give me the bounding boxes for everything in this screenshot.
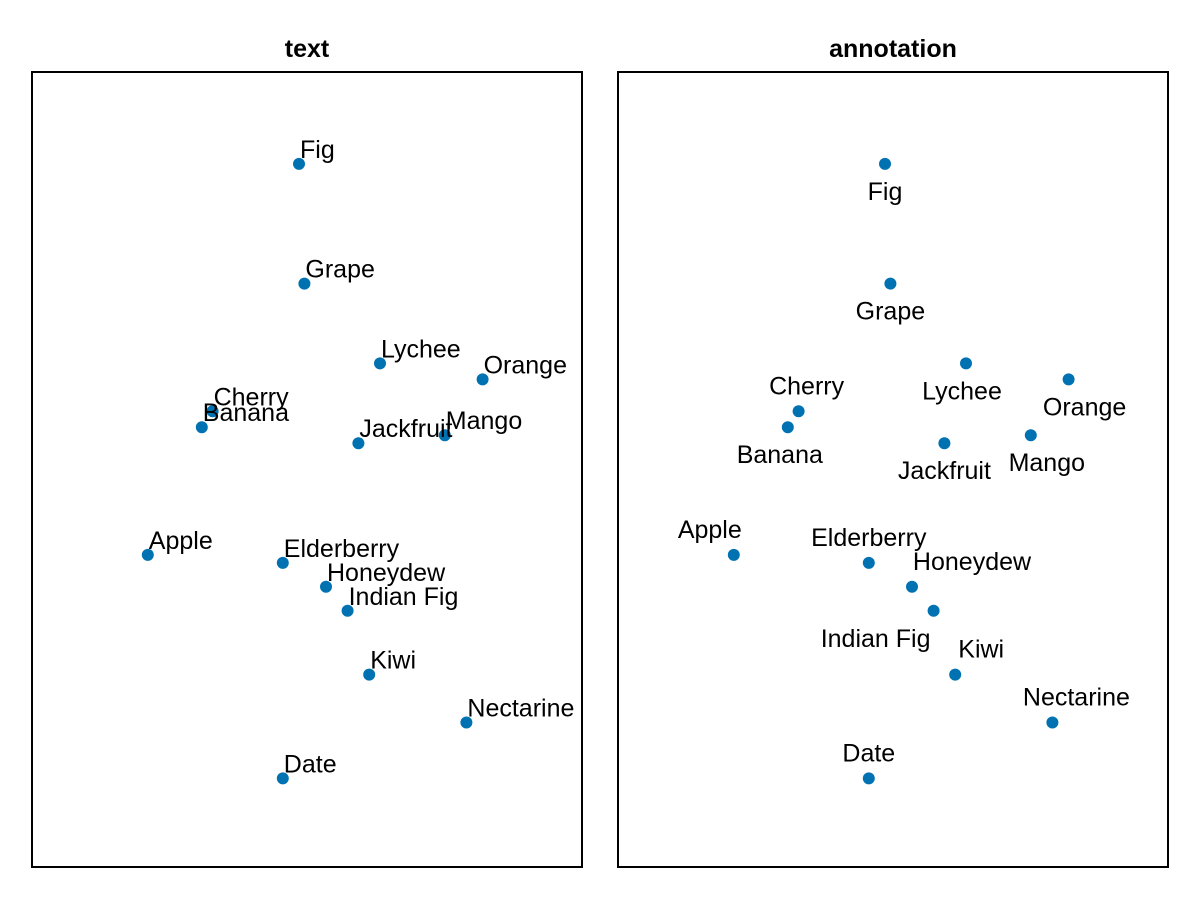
point-grape — [884, 277, 897, 290]
point-apple — [141, 548, 154, 561]
point-elderberry — [276, 556, 289, 569]
point-label-orange: Orange — [484, 351, 567, 379]
point-orange — [1062, 373, 1075, 386]
point-cherry — [206, 405, 219, 418]
point-banana — [195, 421, 208, 434]
point-label-elderberry: Elderberry — [811, 524, 927, 552]
point-label-lychee: Lychee — [381, 335, 461, 363]
point-label-apple: Apple — [149, 527, 213, 555]
point-label-grape: Grape — [305, 256, 374, 284]
point-honeydew — [320, 580, 332, 593]
point-fig — [293, 157, 305, 170]
point-label-honeydew: Honeydew — [327, 559, 446, 587]
point-label-grape: Grape — [856, 298, 925, 326]
point-cherry — [792, 405, 805, 418]
point-label-indian-fig: Indian Fig — [821, 625, 931, 653]
point-label-cherry: Cherry — [769, 372, 845, 400]
point-indian-fig — [341, 604, 354, 617]
point-label-date: Date — [842, 739, 895, 767]
point-date — [862, 772, 875, 785]
plot-frame — [617, 71, 1169, 868]
point-banana — [781, 421, 794, 434]
point-label-orange: Orange — [1043, 393, 1126, 421]
point-label-kiwi: Kiwi — [370, 647, 416, 675]
panel-title-annotation: annotation — [829, 35, 957, 63]
point-lychee — [960, 357, 972, 370]
point-label-jackfruit: Jackfruit — [359, 415, 452, 443]
point-label-fig: Fig — [300, 136, 335, 164]
point-label-honeydew: Honeydew — [913, 548, 1032, 576]
point-indian-fig — [927, 604, 940, 617]
point-label-cherry: Cherry — [214, 383, 290, 411]
point-label-banana: Banana — [203, 399, 289, 427]
point-orange — [476, 373, 489, 386]
point-label-banana: Banana — [737, 441, 823, 469]
point-nectarine — [460, 716, 473, 729]
point-label-fig: Fig — [868, 178, 903, 206]
point-apple — [727, 548, 740, 561]
point-nectarine — [1046, 716, 1059, 729]
point-label-mango: Mango — [1009, 449, 1085, 477]
point-kiwi — [363, 668, 376, 681]
point-label-nectarine: Nectarine — [467, 695, 574, 723]
point-date — [276, 772, 289, 785]
point-honeydew — [906, 580, 918, 593]
point-jackfruit — [938, 437, 951, 450]
point-label-jackfruit: Jackfruit — [898, 457, 991, 485]
point-jackfruit — [352, 437, 365, 450]
point-label-nectarine: Nectarine — [1023, 684, 1130, 712]
point-label-elderberry: Elderberry — [284, 535, 400, 563]
point-lychee — [374, 357, 386, 370]
point-kiwi — [949, 668, 962, 681]
point-label-mango: Mango — [446, 407, 522, 435]
panel-title-text: text — [285, 35, 330, 63]
point-label-lychee: Lychee — [922, 377, 1002, 405]
point-label-kiwi: Kiwi — [958, 636, 1004, 664]
scatter-marks: Fig Grape Lychee Orange Cherry Banana Mango Jac… — [678, 157, 1130, 785]
point-label-apple: Apple — [678, 516, 742, 544]
point-fig — [879, 157, 891, 170]
plot-frame — [31, 71, 583, 868]
point-label-indian-fig: Indian Fig — [349, 583, 459, 611]
point-grape — [298, 277, 311, 290]
point-mango — [438, 429, 451, 442]
point-mango — [1024, 429, 1037, 442]
point-elderberry — [862, 556, 875, 569]
annotation-panel: annotation Fig Grape Lychee Orange Cherry Ban… — [617, 35, 1169, 868]
point-label-date: Date — [284, 750, 337, 778]
